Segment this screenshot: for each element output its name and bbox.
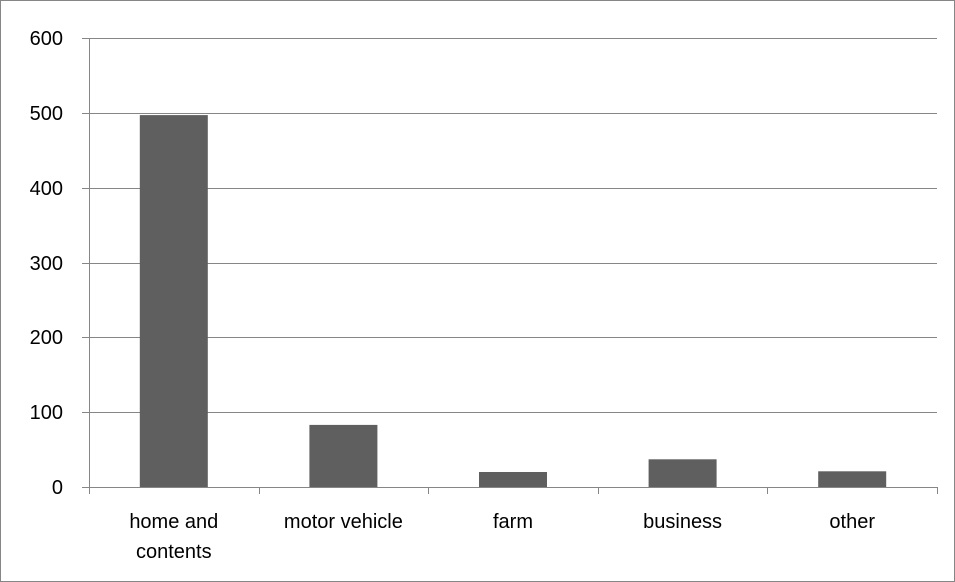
x-axis <box>89 38 938 494</box>
x-category-label-1: motor vehicle <box>284 511 403 533</box>
bar-1 <box>309 424 378 487</box>
y-tick-label-300: 300 <box>30 253 63 275</box>
bars <box>139 115 887 487</box>
y-axis-tick-labels: 0 100 200 300 400 500 600 <box>30 28 63 499</box>
gridlines <box>82 38 937 488</box>
bar-2 <box>479 472 547 487</box>
x-category-label-2: farm <box>493 511 533 533</box>
x-category-label-4: other <box>829 511 875 533</box>
y-tick-label-400: 400 <box>30 178 63 200</box>
x-axis-category-labels: home and contents motor vehicle farm busines… <box>129 511 875 563</box>
bar-3 <box>648 459 717 487</box>
bar-0 <box>139 115 208 487</box>
y-tick-label-100: 100 <box>30 402 63 424</box>
y-tick-label-0: 0 <box>52 477 63 499</box>
bar-4 <box>818 471 887 487</box>
y-tick-label-200: 200 <box>30 327 63 349</box>
x-category-label-0: home and contents <box>129 511 218 563</box>
y-tick-label-500: 500 <box>30 103 63 125</box>
x-category-label-3: business <box>643 511 722 533</box>
y-tick-label-600: 600 <box>30 28 63 50</box>
